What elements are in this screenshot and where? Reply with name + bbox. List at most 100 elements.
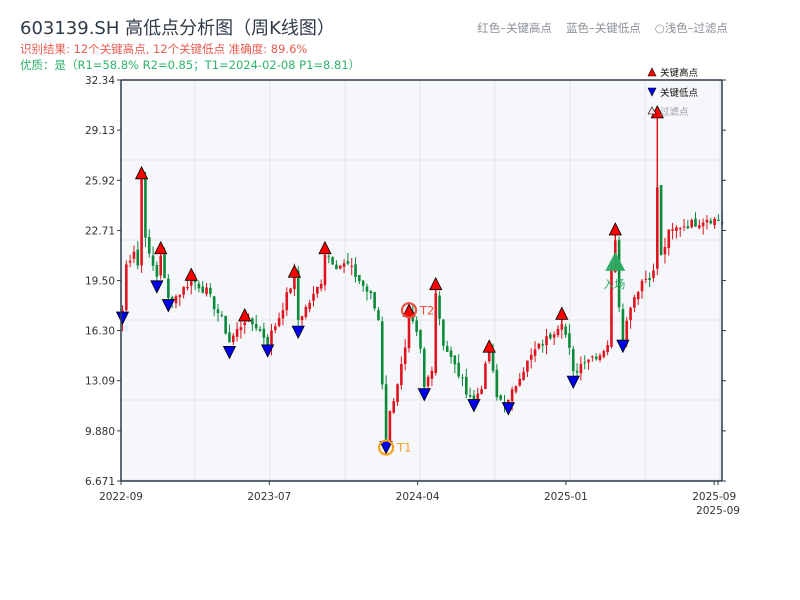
x-tick-label: 2025-09	[696, 505, 740, 517]
candle	[652, 263, 655, 282]
candle-body	[556, 328, 560, 336]
grid	[121, 80, 722, 481]
candle-body	[159, 256, 162, 276]
candle	[594, 353, 598, 361]
y-tick-label: 9.880	[85, 426, 115, 438]
key-low-marker	[261, 344, 275, 358]
t1-label: T1	[396, 441, 411, 455]
candle-body	[667, 229, 671, 249]
candle	[587, 359, 590, 370]
candle-body	[698, 225, 701, 229]
candle-body	[713, 218, 716, 226]
candle-body	[151, 255, 155, 266]
candle-body	[140, 178, 143, 266]
key-high-marker	[608, 222, 622, 236]
candle-body	[682, 226, 686, 228]
candle-body	[690, 219, 693, 228]
candle	[354, 257, 357, 283]
candle	[304, 304, 308, 320]
candle-body	[312, 293, 315, 301]
candle	[323, 250, 327, 291]
candle-body	[564, 326, 567, 335]
candle-body	[571, 349, 575, 372]
candle-body	[403, 347, 407, 364]
candle	[617, 236, 621, 312]
candle	[709, 217, 713, 225]
candle-body	[659, 185, 663, 255]
candle	[228, 324, 231, 343]
candle	[212, 295, 216, 317]
candle-body	[266, 336, 269, 345]
candle-body	[296, 270, 300, 320]
candle-body	[671, 229, 674, 231]
candle-body	[526, 360, 529, 372]
candle	[319, 279, 323, 292]
candle-body	[560, 324, 564, 330]
candle-body	[633, 297, 636, 308]
candle-body	[380, 321, 384, 385]
candle	[277, 312, 281, 328]
candle-body	[480, 389, 483, 394]
candle	[552, 331, 556, 346]
candle	[648, 272, 651, 288]
candle-body	[342, 263, 346, 267]
candle-body	[212, 296, 216, 310]
candle	[235, 322, 239, 342]
y-tick-label: 29.13	[85, 125, 115, 137]
candle-body	[243, 322, 247, 326]
candle	[698, 219, 701, 230]
candle	[533, 341, 537, 363]
candle	[125, 260, 128, 312]
candle-body	[457, 362, 460, 377]
candle	[549, 332, 552, 341]
key-low-marker	[566, 375, 580, 390]
candle-body	[300, 316, 304, 321]
candle	[373, 291, 376, 311]
candle-body	[197, 283, 201, 289]
candle-body	[591, 356, 594, 358]
candle-body	[472, 395, 476, 401]
candle-body	[400, 364, 403, 386]
candle-body	[663, 246, 667, 255]
candle	[564, 323, 567, 338]
candle	[438, 291, 441, 326]
filtered-marker-legend-icon	[647, 106, 657, 115]
candle-body	[652, 270, 655, 279]
candle-body	[468, 395, 472, 397]
candle	[717, 214, 720, 222]
entry-marker-icon	[605, 251, 626, 271]
candle-body	[594, 356, 598, 360]
candle	[678, 226, 682, 237]
candle	[182, 286, 185, 299]
candle	[270, 323, 273, 356]
candle	[545, 328, 548, 355]
candle	[453, 354, 457, 374]
candle-body	[365, 286, 369, 292]
candle-body	[205, 287, 208, 295]
candle-body	[304, 306, 308, 317]
candle	[251, 317, 254, 332]
t1-circle	[377, 439, 395, 456]
candle-body	[701, 222, 705, 227]
candle-body	[522, 371, 525, 380]
legend-note-red: 红色–关键高点	[477, 21, 552, 35]
high-marker-legend-icon	[647, 67, 657, 77]
candle-body	[258, 329, 262, 331]
y-tick-label: 16.30	[85, 326, 115, 338]
candle	[312, 286, 315, 307]
candle-body	[369, 291, 373, 294]
candle	[465, 368, 468, 399]
candle-body	[648, 278, 651, 280]
candle-body	[354, 264, 357, 278]
candle	[331, 256, 334, 265]
candle	[690, 218, 693, 229]
candle-body	[568, 333, 571, 348]
candle-body	[514, 385, 518, 392]
candle-body	[293, 272, 296, 290]
candle	[419, 329, 422, 354]
candle	[342, 259, 346, 273]
key-low-marker	[291, 325, 305, 340]
candle-body	[518, 378, 522, 386]
candle	[415, 316, 418, 337]
